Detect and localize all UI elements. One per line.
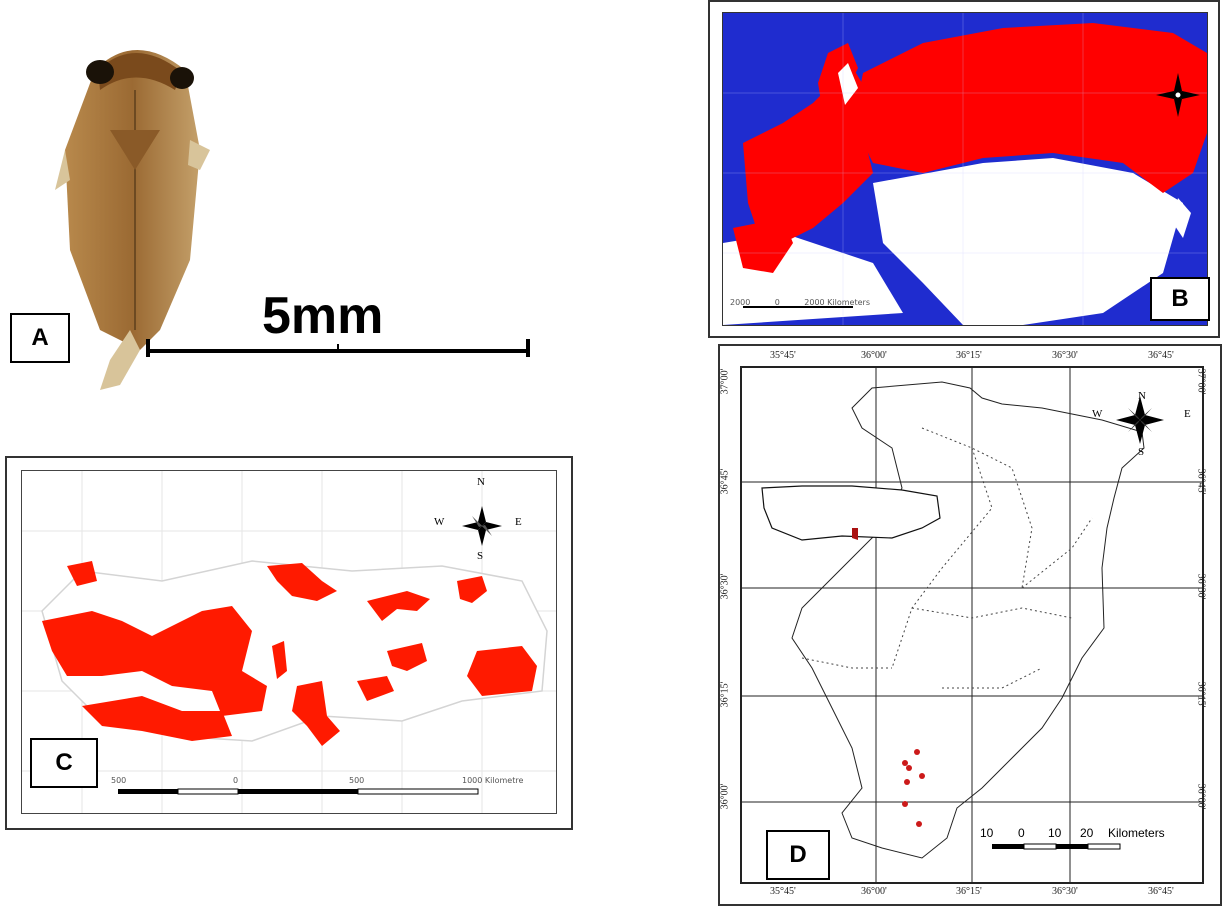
d-left-tick-1: 36°45' xyxy=(719,468,731,495)
compass-c-e: E xyxy=(515,516,522,528)
compass-d-s: S xyxy=(1138,446,1145,458)
scalebar-c-1000: 1000 Kilometre xyxy=(462,776,524,785)
scalebar-c-500b: 500 xyxy=(349,776,365,785)
scalebar-c-500a: 500 xyxy=(111,776,127,785)
leafhopper-specimen-image xyxy=(55,50,210,390)
d-scalebar-0: 0 xyxy=(1018,826,1025,840)
compass-d-w: W xyxy=(1092,408,1103,420)
d-left-tick-0: 37°00' xyxy=(719,368,731,395)
d-top-tick-0: 35°45' xyxy=(770,350,796,361)
d-top-tick-4: 36°45' xyxy=(1148,350,1174,361)
d-bottom-tick-4: 36°45' xyxy=(1148,886,1174,897)
panel-c-label: C xyxy=(30,738,98,788)
turkey-distribution-map xyxy=(22,471,556,813)
panel-d-map-frame xyxy=(740,366,1204,884)
study-area-map xyxy=(742,368,1202,882)
scalebar-c-zero: 0 xyxy=(233,776,239,785)
panel-d: 35°45' 36°00' 36°15' 36°30' 36°45' 35°45… xyxy=(718,344,1222,906)
compass-c-s: S xyxy=(477,550,484,562)
panel-c: N S W E 500 0 500 1000 Kilometre C xyxy=(5,456,573,830)
d-left-tick-2: 36°30' xyxy=(719,573,731,600)
panel-a: A 5mm xyxy=(0,0,560,420)
scalebar-b-left: 2000 xyxy=(730,298,751,307)
d-left-tick-4: 36°00' xyxy=(719,783,731,810)
d-top-tick-1: 36°00' xyxy=(861,350,887,361)
compass-d-n: N xyxy=(1138,390,1146,402)
panel-a-label: A xyxy=(10,313,70,363)
panel-b-scalebar-labels: 2000 0 2000 Kilometers xyxy=(730,298,870,307)
d-scalebar-unit: Kilometers xyxy=(1108,826,1165,840)
panel-d-label-text: D xyxy=(789,841,807,868)
scale-bar-label: 5mm xyxy=(262,287,384,345)
panel-b-label: B xyxy=(1150,277,1210,321)
d-left-tick-3: 36°15' xyxy=(719,681,731,708)
compass-c-n: N xyxy=(477,476,485,488)
panel-b: 2000 0 2000 Kilometers B xyxy=(708,0,1220,338)
d-bottom-tick-0: 35°45' xyxy=(770,886,796,897)
compass-c-w: W xyxy=(434,516,445,528)
d-bottom-tick-3: 36°30' xyxy=(1052,886,1078,897)
eurasia-distribution-map xyxy=(723,13,1207,325)
d-top-tick-2: 36°15' xyxy=(956,350,982,361)
scale-bar xyxy=(146,339,530,357)
panel-c-map-frame xyxy=(21,470,557,814)
panel-b-label-text: B xyxy=(1171,285,1189,312)
d-scalebar-20: 20 xyxy=(1080,826,1094,840)
d-scalebar-10b: 10 xyxy=(1048,826,1062,840)
panel-d-label: D xyxy=(766,830,830,880)
scalebar-b-right: 2000 Kilometers xyxy=(804,298,870,307)
d-bottom-tick-2: 36°15' xyxy=(956,886,982,897)
d-bottom-tick-1: 36°00' xyxy=(861,886,887,897)
d-scalebar-10a: 10 xyxy=(980,826,994,840)
scalebar-b-zero: 0 xyxy=(774,298,780,307)
d-top-tick-3: 36°30' xyxy=(1052,350,1078,361)
panel-b-map-frame xyxy=(722,12,1208,326)
panel-a-label-text: A xyxy=(31,324,49,351)
compass-d-e: E xyxy=(1184,408,1191,420)
panel-c-label-text: C xyxy=(55,749,73,776)
